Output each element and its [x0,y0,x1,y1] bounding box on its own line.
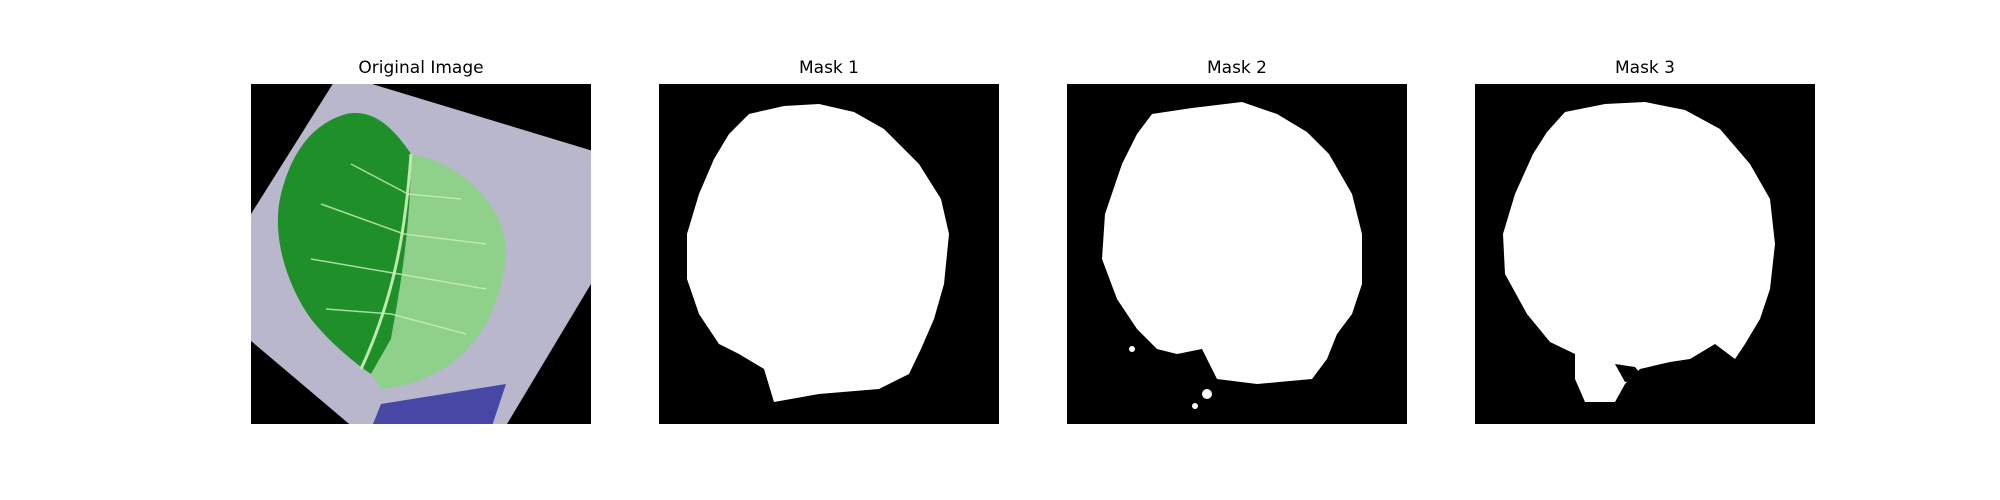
mask-3-region [1503,102,1775,402]
mask-2-speckle [1192,403,1198,409]
mask-1-image [659,84,999,424]
mask-2-speckle [1269,116,1275,122]
leaf-midrib [359,153,413,370]
mask-2-speckle [1129,346,1135,352]
mask-2-image [1067,84,1407,424]
mask-1-region [687,104,949,402]
panel-title-mask-2: Mask 2 [1206,58,1267,78]
mask-3-hole [1615,364,1645,382]
original-image [251,84,591,424]
mask-2-speckle [1202,389,1212,399]
mask-2-region [1102,102,1362,384]
leaf-veins [310,163,487,335]
panel-title-mask-1: Mask 1 [798,58,859,78]
panel-title-original: Original Image [358,58,484,78]
mask-3-image [1475,84,1815,424]
panel-title-mask-3: Mask 3 [1614,58,1675,78]
paper-shadow [373,384,506,424]
leaf-right-half [371,154,506,389]
